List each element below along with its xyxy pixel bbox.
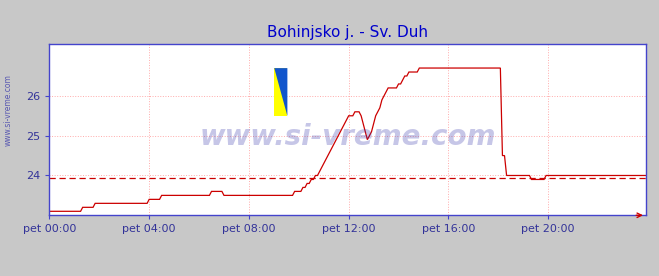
Text: www.si-vreme.com: www.si-vreme.com <box>4 75 13 146</box>
Bar <box>274 68 287 116</box>
Title: Bohinjsko j. - Sv. Duh: Bohinjsko j. - Sv. Duh <box>267 25 428 40</box>
Polygon shape <box>274 68 287 116</box>
Text: www.si-vreme.com: www.si-vreme.com <box>200 123 496 151</box>
